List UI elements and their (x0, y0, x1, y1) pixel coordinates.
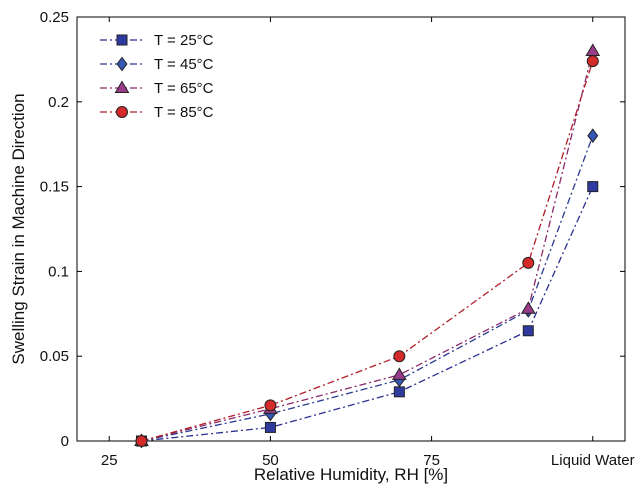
data-point (391, 367, 407, 380)
data-point (264, 421, 276, 433)
data-point (393, 350, 406, 363)
data-point (585, 43, 601, 56)
legend-item: T = 45°C (100, 56, 214, 73)
x-tick-label: 50 (262, 452, 279, 469)
data-point (393, 386, 405, 398)
legend-marker (116, 106, 128, 118)
x-tick-label: Liquid Water (551, 452, 635, 469)
data-point (586, 55, 599, 68)
plot-frame (76, 16, 626, 442)
data-point (587, 128, 599, 144)
data-point (587, 181, 599, 193)
x-tick-label: 25 (101, 452, 118, 469)
series-2 (135, 128, 599, 449)
data-point (522, 325, 534, 337)
data-point (135, 435, 148, 447)
data-point (520, 301, 536, 314)
legend-marker (116, 34, 128, 46)
legend-label: T = 65°C (154, 80, 214, 97)
x-tick-label: 75 (423, 452, 440, 469)
y-axis-title: Swelling Strain in Machine Direction (9, 93, 28, 364)
legend: T = 25°C T = 45°C T = 65°C T = 85°C (100, 32, 214, 121)
y-tick-label: 0.15 (40, 179, 69, 196)
axes: 0 0.05 0.1 0.15 0.2 0.25 25 50 75 Liquid Water Rel… (9, 9, 635, 484)
y-tick-label: 0.25 (40, 9, 69, 26)
series-line (141, 135, 594, 442)
data-point (522, 256, 535, 269)
legend-label: T = 25°C (154, 32, 214, 49)
y-tick-label: 0.2 (48, 94, 69, 111)
y-tick-label: 0.05 (40, 348, 69, 365)
legend-item: T = 25°C (100, 32, 214, 49)
y-tick-label: 0.1 (48, 263, 69, 280)
plot-series (134, 43, 601, 449)
y-tick-label: 0 (61, 433, 69, 450)
legend-marker (116, 56, 128, 72)
series-4 (135, 55, 599, 447)
x-axis-title: Relative Humidity, RH [%] (254, 465, 448, 484)
legend-label: T = 45°C (154, 56, 214, 73)
data-point (264, 399, 277, 412)
legend-label: T = 85°C (154, 104, 214, 121)
legend-marker (114, 80, 130, 94)
legend-item: T = 65°C (100, 80, 214, 97)
legend-item: T = 85°C (100, 104, 214, 121)
series-line (141, 186, 594, 442)
